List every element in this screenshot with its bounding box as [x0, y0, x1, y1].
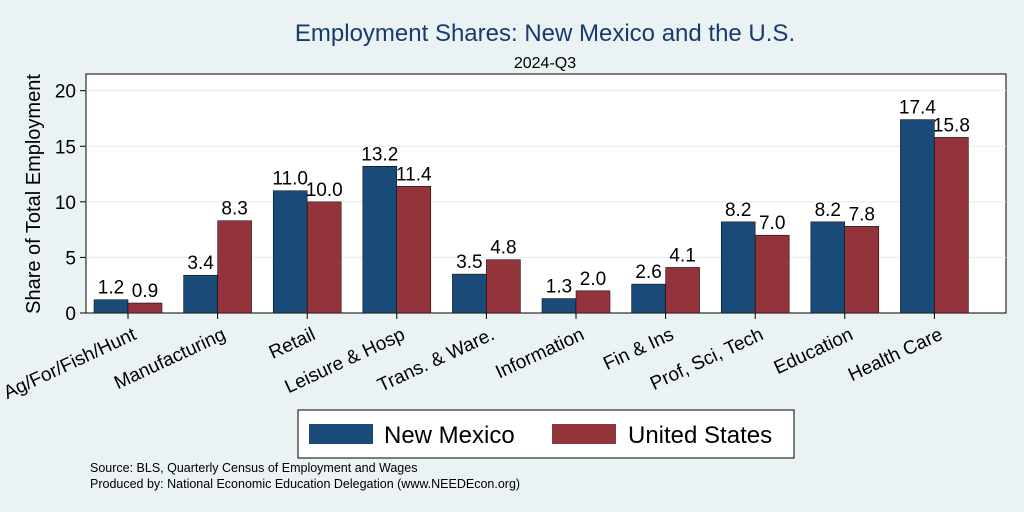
bar-united-states-information: [575, 290, 611, 314]
bar-new-mexico-ag-for-fish-hunt: [93, 299, 129, 314]
x-tick-label-information: Information: [493, 324, 588, 383]
y-axis-label: Share of Total Employment: [23, 74, 45, 314]
legend-swatch-united-states: [552, 424, 616, 444]
bar-united-states-ag-for-fish-hunt: [127, 302, 163, 314]
data-label-new-mexico-leisure-hosp: 13.2: [361, 144, 398, 165]
data-label-united-states-prof-sci-tech: 7.0: [759, 213, 785, 234]
y-tick-label: 10: [55, 193, 76, 214]
data-label-new-mexico-health-care: 17.4: [899, 98, 936, 119]
data-label-united-states-leisure-hosp: 11.4: [396, 164, 432, 185]
legend: New Mexico United States: [297, 409, 795, 459]
data-label-new-mexico-prof-sci-tech: 8.2: [725, 200, 751, 221]
bar-united-states-retail: [306, 201, 342, 314]
legend-label-new-mexico: New Mexico: [384, 422, 515, 449]
bar-new-mexico-education: [810, 221, 846, 314]
data-label-new-mexico-ag-for-fish-hunt: 1.2: [98, 278, 124, 299]
bar-new-mexico-retail: [272, 190, 308, 314]
x-tick-label-health-care: Health Care: [845, 324, 946, 386]
bar-new-mexico-fin-ins: [631, 283, 666, 314]
bar-new-mexico-leisure-hosp: [362, 166, 398, 314]
bar-new-mexico-prof-sci-tech: [720, 221, 756, 314]
data-label-united-states-education: 7.8: [849, 204, 875, 225]
data-label-united-states-trans-ware: 4.8: [490, 238, 516, 259]
bar-united-states-fin-ins: [665, 267, 700, 314]
data-label-united-states-fin-ins: 4.1: [669, 245, 695, 266]
y-tick-label: 5: [65, 248, 76, 269]
bar-new-mexico-trans-ware: [452, 273, 487, 314]
chart-subtitle: 2024-Q3: [514, 55, 576, 72]
data-label-new-mexico-trans-ware: 3.5: [456, 252, 482, 273]
y-tick-label: 0: [65, 304, 76, 325]
data-label-united-states-health-care: 15.8: [933, 115, 970, 136]
data-label-new-mexico-manufacturing: 3.4: [187, 253, 214, 274]
bar-new-mexico-information: [541, 298, 577, 314]
legend-label-united-states: United States: [628, 422, 772, 449]
bar-united-states-education: [844, 226, 880, 314]
bar-united-states-prof-sci-tech: [754, 234, 790, 314]
data-label-new-mexico-information: 1.3: [546, 277, 572, 298]
data-label-united-states-retail: 10.0: [306, 180, 343, 201]
bar-united-states-manufacturing: [217, 220, 252, 314]
data-label-new-mexico-retail: 11.0: [272, 169, 308, 190]
bar-new-mexico-health-care: [900, 119, 935, 314]
chart-title: Employment Shares: New Mexico and the U.…: [295, 20, 795, 47]
legend-swatch-new-mexico: [309, 424, 373, 444]
data-label-united-states-information: 2.0: [580, 269, 606, 290]
data-label-new-mexico-fin-ins: 2.6: [635, 262, 661, 283]
bar-united-states-health-care: [934, 137, 969, 314]
y-tick-label: 20: [55, 82, 76, 103]
data-label-new-mexico-education: 8.2: [815, 200, 841, 221]
data-label-united-states-ag-for-fish-hunt: 0.9: [132, 281, 158, 302]
bar-united-states-leisure-hosp: [396, 186, 432, 314]
bars: 1.2 0.9 3.4 8.3 11.010.0 13.211.4 3.5 4.8 1.3 2.0…: [93, 98, 970, 314]
x-tick-label-education: Education: [771, 324, 856, 379]
bar-united-states-trans-ware: [486, 259, 521, 314]
produced-by-note: Produced by: National Economic Education…: [90, 477, 520, 491]
source-note: Source: BLS, Quarterly Census of Employm…: [90, 461, 417, 475]
x-tick-label-retail: Retail: [266, 324, 319, 364]
data-label-united-states-manufacturing: 8.3: [221, 199, 247, 220]
legend-box: [297, 409, 795, 459]
bar-new-mexico-manufacturing: [183, 274, 218, 314]
y-tick-label: 15: [55, 137, 76, 158]
